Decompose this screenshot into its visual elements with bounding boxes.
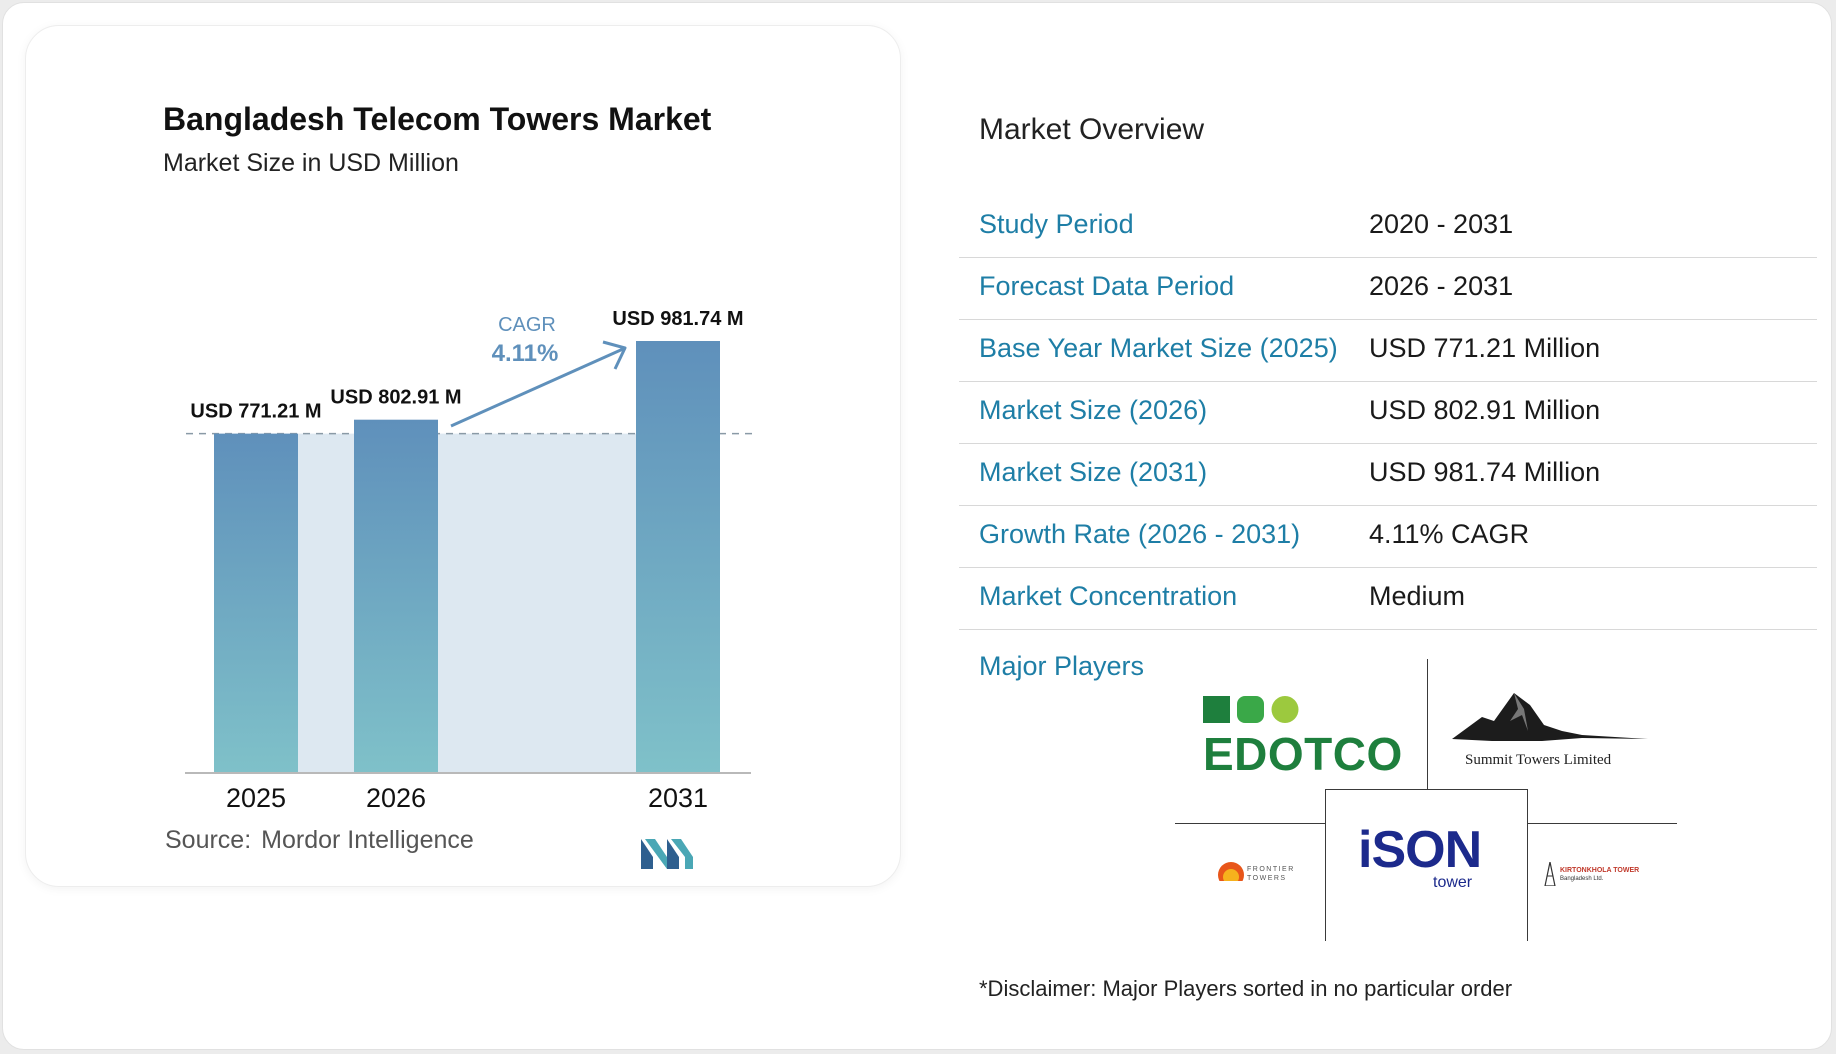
row-key: Market Size (2026) [979, 395, 1208, 425]
kirtonkhola-line2: Bangladesh Ltd. [1560, 876, 1604, 882]
kirtonkhola-wordmark: KIRTONKHOLA TOWER Bangladesh Ltd. [1560, 866, 1639, 884]
cagr-arrow-head [602, 340, 627, 370]
edotco-wordmark: EDOTCO [1203, 728, 1403, 780]
bar-chart: 2025 2026 2031 USD 771.21 M USD 802.91 M USD … [185, 308, 753, 813]
cagr-label: CAGR [498, 314, 556, 336]
overview-table: Study Period 2020 - 2031 Forecast Data P… [959, 196, 1817, 630]
overview-row: Base Year Market Size (2025) USD 771.21 … [959, 320, 1817, 382]
data-label: USD 981.74 M [612, 308, 743, 330]
kirtonkhola-line1: KIRTONKHOLA TOWER [1560, 867, 1640, 874]
overview-row: Forecast Data Period 2026 - 2031 [959, 258, 1817, 320]
bar-2031 [636, 341, 720, 773]
frontier-line1: FRONTIER [1247, 866, 1295, 873]
grid-divider [1427, 659, 1428, 789]
tower-icon [1544, 862, 1556, 886]
bar-2025 [214, 433, 298, 773]
overview-row: Growth Rate (2026 - 2031) 4.11% CAGR [959, 506, 1817, 568]
x-tick-label: 2031 [648, 783, 708, 813]
row-key: Study Period [979, 209, 1134, 239]
overview-row: Market Size (2026) USD 802.91 Million [959, 382, 1817, 444]
ison-tower-label: tower [1433, 874, 1473, 891]
data-label: USD 802.91 M [330, 387, 461, 409]
x-tick-label: 2025 [226, 783, 286, 813]
major-players-label: Major Players [979, 651, 1145, 681]
x-tick-label: 2026 [366, 783, 426, 813]
row-value: Medium [1369, 581, 1466, 611]
chart-subtitle: Market Size in USD Million [163, 149, 459, 177]
row-value: 2020 - 2031 [1369, 209, 1514, 239]
ison-logo: iSON tower [1326, 790, 1527, 941]
overview-title: Market Overview [979, 113, 1205, 146]
row-key: Market Size (2031) [979, 457, 1208, 487]
source-label: Source: [165, 826, 252, 854]
row-key: Forecast Data Period [979, 271, 1235, 301]
sunrise-icon [1217, 862, 1245, 889]
grid-divider [1325, 789, 1326, 941]
grid-divider [1175, 823, 1325, 824]
mountain-icon [1452, 693, 1648, 741]
disclaimer: *Disclaimer: Major Players sorted in no … [979, 976, 1513, 1001]
row-value: USD 802.91 Million [1369, 395, 1601, 425]
summit-logo: Summit Towers Limited [1428, 659, 1677, 789]
bar-2026 [354, 419, 438, 773]
frontier-logo: FRONTIER TOWERS [1175, 824, 1325, 941]
major-players-grid: EDOTCO Summit Towers Limited FRONTIER TO… [1175, 659, 1677, 941]
row-value: 2026 - 2031 [1369, 271, 1514, 301]
frontier-wordmark: FRONTIER TOWERS [1247, 865, 1295, 883]
row-value: USD 981.74 Million [1369, 457, 1601, 487]
summit-wordmark: Summit Towers Limited [1465, 752, 1612, 768]
cagr-value: 4.11% [492, 340, 559, 367]
grid-divider [1325, 789, 1528, 790]
row-value: USD 771.21 Million [1369, 333, 1601, 363]
edotco-logo: EDOTCO [1175, 659, 1425, 789]
grid-divider [1527, 789, 1528, 941]
edotco-dots-icon [1203, 696, 1299, 723]
grid-divider [1527, 823, 1677, 824]
source-name: Mordor Intelligence [261, 826, 474, 854]
row-key: Base Year Market Size (2025) [979, 333, 1338, 363]
data-label: USD 771.21 M [190, 401, 321, 423]
ison-wordmark: iSON [1358, 821, 1482, 879]
chart-title: Bangladesh Telecom Towers Market [163, 101, 712, 137]
overview-row: Study Period 2020 - 2031 [959, 196, 1817, 258]
row-key: Growth Rate (2026 - 2031) [979, 519, 1301, 549]
kirtonkhola-logo: KIRTONKHOLA TOWER Bangladesh Ltd. [1528, 824, 1677, 941]
row-key: Market Concentration [979, 581, 1238, 611]
overview-row: Market Size (2031) USD 981.74 Million [959, 444, 1817, 506]
overview-row: Market Concentration Medium [959, 568, 1817, 630]
source-line: Source: Mordor Intelligence [165, 826, 474, 855]
cagr-arrow-line [450, 347, 624, 428]
row-value: 4.11% CAGR [1369, 519, 1530, 549]
mordor-logo-icon [641, 839, 693, 869]
frontier-line2: TOWERS [1247, 875, 1287, 882]
